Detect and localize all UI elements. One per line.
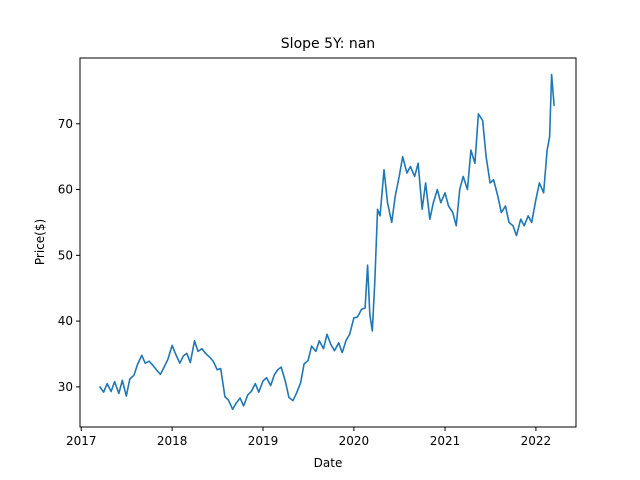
series-line-0: [99, 73, 555, 411]
y-tick-label: 50: [58, 248, 73, 262]
y-tick-label: 70: [58, 117, 73, 131]
y-axis-label: Price($): [33, 219, 47, 265]
y-axis: 30 40 50 60 70: [58, 117, 80, 394]
y-tick-label: 60: [58, 183, 73, 197]
plot-area: [99, 73, 555, 411]
x-tick-label: 2020: [339, 434, 370, 448]
x-tick-label: 2018: [157, 434, 188, 448]
y-tick-label: 40: [58, 314, 73, 328]
x-axis: 2017 2018 2019 2020 2021 2022: [66, 427, 551, 448]
x-tick-label: 2022: [521, 434, 552, 448]
x-tick-label: 2019: [248, 434, 279, 448]
axes-frame: [79, 57, 577, 428]
x-tick-label: 2017: [66, 434, 97, 448]
x-axis-label: Date: [314, 456, 343, 470]
x-tick-label: 2021: [430, 434, 461, 448]
y-tick-label: 30: [58, 380, 73, 394]
chart-title: Slope 5Y: nan: [281, 36, 375, 52]
